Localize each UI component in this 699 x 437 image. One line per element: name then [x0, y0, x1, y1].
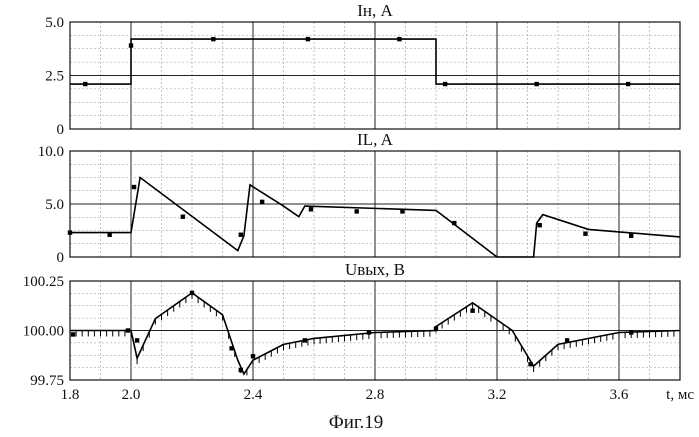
y-tick-label: 99.75	[30, 373, 64, 389]
x-axis-label: t, мс	[666, 387, 694, 403]
data-point	[229, 346, 233, 350]
data-point	[306, 37, 310, 41]
data-point	[397, 37, 401, 41]
panel-title: Iн, A	[357, 1, 393, 20]
data-point	[534, 82, 538, 86]
data-point	[239, 368, 243, 372]
x-tick-label: 1.8	[61, 387, 80, 403]
data-point	[260, 200, 264, 204]
data-point	[68, 230, 72, 234]
data-point	[129, 43, 133, 47]
data-point	[83, 82, 87, 86]
y-tick-label: 100.00	[23, 324, 64, 340]
data-point	[452, 221, 456, 225]
chart-panels: 5.0 2.5 0 Iн, A 10.0 5.0 0 IL, A 100.25 100.00 99.…	[23, 1, 680, 389]
data-point	[251, 354, 255, 358]
chart-panel-2: 10.0 5.0 0 IL, A	[38, 130, 680, 266]
y-tick-label: 0	[57, 122, 65, 138]
panel-title: Uвых, B	[345, 260, 405, 279]
data-point	[367, 330, 371, 334]
x-tick-label: 2.8	[366, 387, 385, 403]
data-point	[181, 215, 185, 219]
data-point	[629, 234, 633, 238]
y-tick-label: 2.5	[45, 69, 64, 85]
data-point	[355, 209, 359, 213]
data-point	[528, 362, 532, 366]
x-tick-label: 2.4	[244, 387, 263, 403]
y-tick-label: 5.0	[45, 15, 64, 31]
y-tick-label: 10.0	[38, 144, 64, 160]
data-point	[126, 328, 130, 332]
y-tick-label: 5.0	[45, 197, 64, 213]
data-point	[107, 233, 111, 237]
data-point	[211, 37, 215, 41]
data-point	[434, 326, 438, 330]
data-point	[303, 338, 307, 342]
data-point	[470, 309, 474, 313]
x-tick-label: 3.6	[610, 387, 629, 403]
y-tick-label: 100.25	[23, 274, 64, 290]
chart-panel-3: 100.25 100.00 99.75 Uвых, B	[23, 260, 680, 389]
data-point	[400, 209, 404, 213]
data-point	[190, 291, 194, 295]
data-point	[71, 332, 75, 336]
y-tick-label: 0	[57, 250, 65, 266]
data-point	[565, 338, 569, 342]
x-tick-label: 2.0	[122, 387, 141, 403]
figure-caption: Фиг.19	[329, 412, 384, 433]
data-point	[132, 185, 136, 189]
panel-title: IL, A	[357, 130, 394, 149]
data-point	[135, 338, 139, 342]
data-point	[239, 233, 243, 237]
data-point	[538, 223, 542, 227]
x-tick-label: 3.2	[488, 387, 507, 403]
chart-panel-1: 5.0 2.5 0 Iн, A	[45, 1, 680, 138]
data-point	[583, 231, 587, 235]
data-point	[443, 82, 447, 86]
data-point	[626, 82, 630, 86]
data-point	[309, 207, 313, 211]
data-point	[629, 330, 633, 334]
x-axis: 1.8 2.0 2.4 2.8 3.2 3.6 t, мс	[61, 387, 695, 403]
